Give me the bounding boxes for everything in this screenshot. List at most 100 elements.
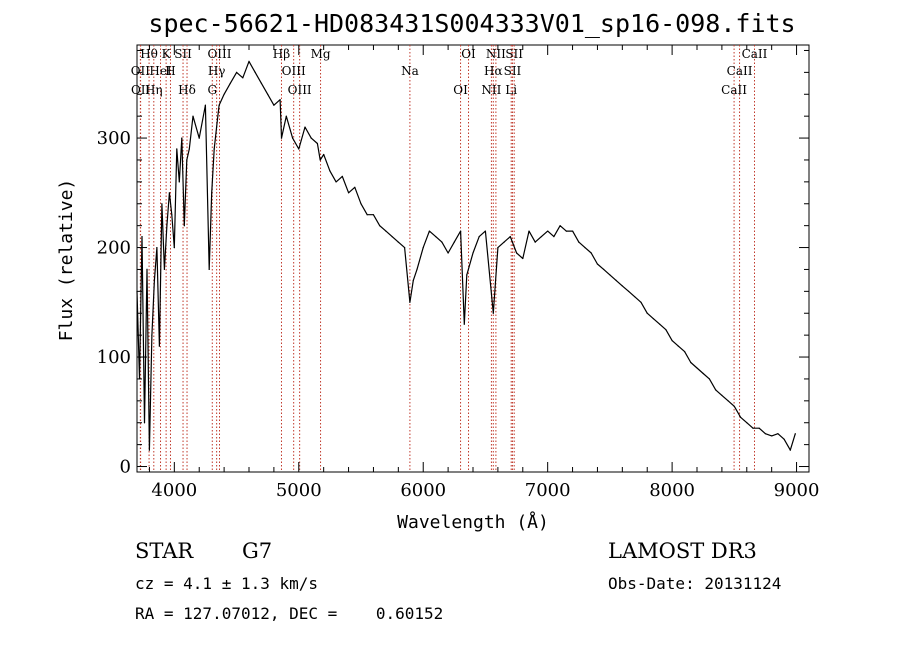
- spectrum-line: [136, 60, 796, 451]
- y-tick-label: 100: [97, 347, 131, 368]
- spectrum-point: [665, 329, 667, 331]
- spectral-line-label: NII: [481, 83, 501, 97]
- spectrum-point: [192, 115, 194, 117]
- spectrum-point: [472, 252, 474, 254]
- spectrum-point: [316, 142, 318, 145]
- spectral-line-label: Hβ: [273, 47, 290, 61]
- x-tick-label: 9000: [774, 480, 820, 501]
- spectrum-point: [715, 389, 717, 391]
- spectrum-point: [366, 214, 368, 216]
- spectrum-point: [173, 247, 175, 249]
- spectral-line-label: OIII: [288, 83, 312, 97]
- spectral-line-label: CaII: [727, 64, 753, 78]
- spectrum-point: [771, 435, 773, 437]
- spectral-line-label: Hθ: [140, 47, 158, 61]
- spectrum-point: [684, 351, 686, 353]
- spectrum-point: [497, 247, 499, 249]
- spectrum-point: [628, 290, 630, 292]
- spectral-line-label: Mg: [311, 47, 331, 61]
- y-axis-label: Flux (relative): [56, 179, 77, 342]
- spectral-line-label: OI: [461, 47, 476, 61]
- spectrum-point: [509, 236, 511, 238]
- spectrum-point: [163, 268, 165, 270]
- spectrum-point: [360, 203, 362, 205]
- spectrum-point: [372, 214, 374, 216]
- spectral-line-markers: [139, 45, 755, 472]
- spectrum-point: [348, 192, 350, 194]
- spectrum-point: [341, 175, 343, 177]
- spectral-line-label: OII: [131, 64, 151, 78]
- spectrum-point: [764, 433, 767, 435]
- spectrum-point: [298, 148, 300, 150]
- axis-ticks: [137, 45, 809, 472]
- spectrum-point: [319, 159, 321, 161]
- spectrum-point: [168, 192, 170, 194]
- spectrum-point: [186, 159, 188, 161]
- spectrum-point: [453, 241, 455, 243]
- spectrum-point: [218, 104, 220, 106]
- plot-frame: [136, 44, 810, 473]
- spectrum-point: [292, 137, 294, 139]
- spectrum-point: [416, 268, 418, 270]
- spectrum-point: [267, 93, 269, 95]
- spectrum-point: [696, 367, 698, 369]
- spectrum-point: [385, 230, 387, 232]
- spectrum-point: [447, 252, 449, 254]
- spectrum-point: [572, 230, 574, 232]
- spectrum-point: [279, 99, 281, 101]
- spectrum-point: [143, 422, 146, 424]
- spectrum-point: [273, 104, 275, 106]
- spectrum-point: [335, 181, 337, 183]
- spectrum-point: [379, 225, 381, 227]
- spectrum-point: [590, 252, 592, 254]
- spectrum-point: [198, 137, 200, 139]
- spectrum-point: [354, 186, 356, 188]
- chart-title: spec-56621-HD083431S004333V01_sp16-098.f…: [148, 9, 795, 38]
- spectrum-point: [783, 438, 785, 440]
- spectrum-point: [646, 312, 648, 314]
- y-tick-label: 0: [120, 457, 131, 478]
- spectrum-point: [603, 268, 605, 270]
- x-axis-label: Wavelength (Å): [397, 511, 549, 533]
- spectrum-point: [659, 323, 661, 325]
- spectrum-point: [183, 225, 185, 227]
- spectral-line-label: Hη: [145, 83, 163, 97]
- spectral-line-labels: Hθ OII OII K HeI Hη SII HHδ OIII Hγ G Hβ OIII OIII Mg N…: [131, 47, 768, 97]
- spectral-line-label: OIII: [282, 64, 306, 78]
- spectrum-point: [463, 323, 465, 325]
- spectral-line-label: SII: [174, 47, 192, 61]
- spectral-line-label: OII: [131, 83, 151, 97]
- x-tick-label: 7000: [525, 480, 571, 501]
- spectrum-point: [204, 104, 206, 106]
- spectrum-point: [254, 71, 256, 73]
- spectral-line-label: Li: [505, 83, 517, 97]
- spectrum-point: [329, 170, 331, 172]
- spectral-line-label: Hγ: [208, 64, 226, 78]
- spectrum-point: [409, 301, 411, 303]
- spectrum-point: [634, 296, 636, 298]
- spectrum-point: [516, 252, 518, 254]
- x-tick-label: 8000: [649, 480, 695, 501]
- spectral-line-label: CaII: [742, 47, 768, 61]
- spectrum-point: [609, 274, 611, 276]
- spectrum-point: [503, 241, 505, 243]
- spectrum-point: [740, 416, 742, 418]
- spectral-line-label: SII: [505, 47, 523, 61]
- axis-tick-labels: 4000 5000 6000 7000 8000 9000 0 100 200 300: [97, 128, 820, 501]
- spectrum-point: [178, 181, 180, 183]
- spectrum-point: [794, 433, 796, 435]
- spectrum-point: [777, 433, 779, 435]
- spectrum-point: [236, 71, 238, 73]
- spectrum-point: [397, 241, 399, 243]
- observation-date: Obs-Date: 20131124: [608, 574, 781, 593]
- spectrum-point: [708, 378, 711, 380]
- spectrum-point: [188, 148, 190, 150]
- spectrum-point: [528, 230, 530, 232]
- spectral-line-label: Hδ: [178, 83, 196, 97]
- spectrum-point: [280, 137, 283, 139]
- x-tick-label: 6000: [400, 480, 446, 501]
- spectrum-point: [640, 301, 642, 303]
- coordinates: RA = 127.07012, DEC = 0.60152: [135, 604, 443, 623]
- spectrum-point: [578, 241, 580, 243]
- spectrum-point: [158, 345, 160, 347]
